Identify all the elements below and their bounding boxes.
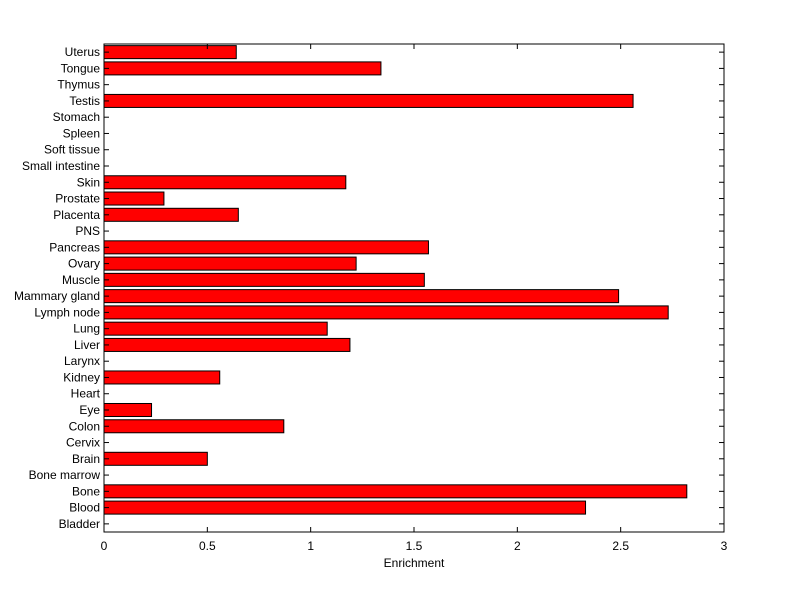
bar [103,484,688,499]
y-tick-label: Soft tissue [44,143,100,157]
y-tick-label: Small intestine [22,159,100,173]
y-tick-label: Brain [72,452,100,466]
y-tick-label: Thymus [57,78,100,92]
x-tick-label: 1 [307,539,314,553]
y-tick-label: Blood [69,501,100,515]
bar [103,337,351,352]
bar [103,256,357,271]
x-tick-label: 1.5 [406,539,423,553]
y-tick-label: Colon [69,419,100,433]
bar [103,272,425,287]
x-tick-label: 0.5 [199,539,216,553]
y-tick-label: Kidney [63,370,100,384]
y-tick-label: Lymph node [34,305,100,319]
y-tick-label: Muscle [62,273,100,287]
x-tick-label: 2.5 [612,539,629,553]
bars-group [103,45,688,515]
y-tick-label: Lung [73,322,100,336]
y-tick-label: Skin [77,175,100,189]
bar [103,61,382,76]
y-ticks-group: Bladder Blood Bone Bone marrow Brain Cervix Co… [14,45,724,531]
y-tick-label: Placenta [53,208,100,222]
y-tick-label: Ovary [68,257,100,271]
y-tick-label: Bone marrow [29,468,101,482]
y-tick-label: PNS [75,224,100,238]
y-tick-label: Pancreas [49,240,100,254]
bar [103,175,347,190]
bar [103,402,153,418]
y-tick-label: Testis [69,94,100,108]
y-tick-label: Larynx [64,354,100,368]
bar [103,419,285,434]
x-tick-label: 0 [101,539,108,553]
y-tick-label: Heart [71,387,101,401]
y-tick-label: Spleen [63,126,100,140]
y-tick-label: Liver [74,338,100,352]
bar [103,289,620,304]
y-tick-label: Tongue [61,61,101,75]
bar [103,370,221,385]
bar [103,191,165,206]
bar [103,451,208,466]
y-tick-label: Cervix [66,436,100,450]
bar [103,305,669,320]
bar [103,93,634,108]
y-tick-label: Bone [72,484,100,498]
y-tick-label: Stomach [53,110,100,124]
bar [103,45,237,60]
y-tick-label: Eye [79,403,100,417]
bar [103,207,239,222]
bar [103,500,587,515]
y-tick-label: Mammary gland [14,289,100,303]
x-ticks-group: 0 0.5 1 1.5 2 2.5 3 [101,44,728,553]
bar [103,321,328,336]
x-tick-label: 2 [514,539,521,553]
x-tick-label: 3 [721,539,728,553]
x-axis-label: Enrichment [384,556,445,570]
y-tick-label: Bladder [59,517,100,531]
y-tick-label: Prostate [55,192,100,206]
y-tick-label: Uterus [65,45,100,59]
bar [103,240,429,255]
